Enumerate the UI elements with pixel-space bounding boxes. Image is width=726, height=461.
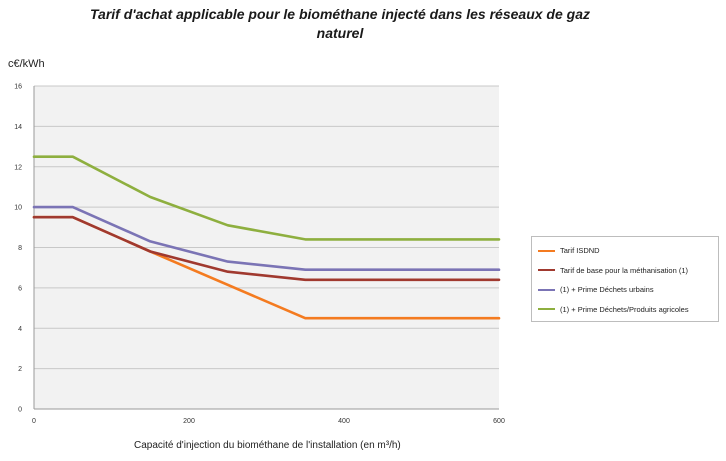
- grid: [34, 85, 499, 370]
- series-group: [32, 155, 501, 320]
- legend-item: Tarif ISDND: [538, 241, 712, 261]
- legend-label: (1) + Prime Déchets urbains: [560, 285, 654, 295]
- y-tick-label: 6: [18, 285, 22, 292]
- legend-swatch: [538, 249, 555, 252]
- series-line-4: [32, 155, 501, 241]
- y-tick-label: 10: [14, 205, 22, 212]
- legend-item: Tarif de base pour la méthanisation (1): [538, 261, 712, 281]
- y-tick-label: 14: [14, 124, 22, 131]
- legend: Tarif ISDND Tarif de base pour la méthani…: [531, 236, 719, 322]
- x-tick-label: 200: [183, 418, 195, 425]
- legend-label: Tarif ISDND: [560, 246, 600, 256]
- chart-title: Tarif d'achat applicable pour le biométh…: [90, 6, 590, 41]
- legend-item: (1) + Prime Déchets/Produits agricoles: [538, 300, 712, 320]
- series-line-2: [32, 215, 501, 282]
- axes: 0 2 4 6 8 10 12 14 16 0 200 400 600: [14, 84, 505, 426]
- legend-label: (1) + Prime Déchets/Produits agricoles: [560, 304, 689, 314]
- y-tick-label: 16: [14, 84, 22, 91]
- legend-label: Tarif de base pour la méthanisation (1): [560, 265, 688, 275]
- y-tick-label: 8: [18, 245, 22, 252]
- x-axis-label: Capacité d'injection du biométhane de l'…: [134, 440, 401, 451]
- y-axis-label: c€/kWh: [8, 58, 45, 70]
- y-tick-label: 0: [18, 407, 22, 414]
- x-tick-label: 600: [493, 418, 505, 425]
- series-line-3: [32, 205, 501, 272]
- y-tick-label: 12: [14, 164, 22, 171]
- x-tick-label: 400: [338, 418, 350, 425]
- y-tick-label: 4: [18, 326, 22, 333]
- legend-swatch: [538, 308, 555, 311]
- x-tick-label: 0: [32, 418, 36, 425]
- legend-swatch: [538, 288, 555, 291]
- legend-swatch: [538, 269, 555, 272]
- legend-item: (1) + Prime Déchets urbains: [538, 280, 712, 300]
- y-tick-label: 2: [18, 366, 22, 373]
